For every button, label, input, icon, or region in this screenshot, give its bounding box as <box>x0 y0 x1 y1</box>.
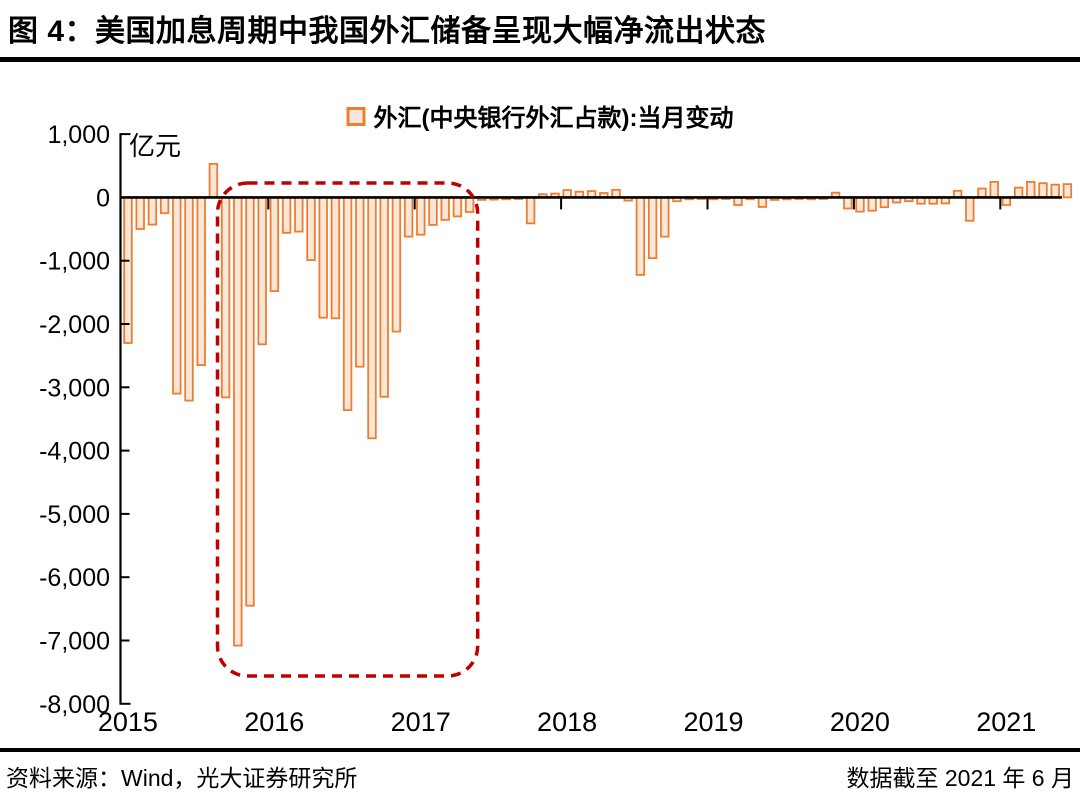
bar-2016-07 <box>342 196 353 411</box>
bar-2015-12 <box>257 196 267 346</box>
figure-title: 图 4：美国加息周期中我国外汇储备呈现大幅净流出状态 <box>8 15 767 48</box>
y-axis-unit-label: 亿元 <box>129 131 182 161</box>
bar-2021-05 <box>1050 183 1060 199</box>
x-year-label: 2020 <box>830 707 890 737</box>
source-note: 资料来源：Wind，光大证券研究所 <box>6 765 358 791</box>
bar-2021-06 <box>1062 183 1073 199</box>
bar-2015-03 <box>147 196 158 226</box>
bar-2018-07 <box>635 196 646 276</box>
bar-2016-03 <box>294 196 304 233</box>
bar-2016-12 <box>403 196 414 238</box>
bar-2020-01 <box>855 196 865 213</box>
y-tick-label: -1,000 <box>39 248 110 276</box>
bar-2017-01 <box>416 196 426 236</box>
bar-2016-06 <box>330 196 341 320</box>
y-tick-label: 0 <box>96 184 110 212</box>
x-year-label: 2018 <box>537 707 597 737</box>
bar-2015-02 <box>135 196 145 230</box>
y-tick-label: -5,000 <box>39 501 110 529</box>
chart-legend: 外汇(中央银行外汇占款):当月变动 <box>346 98 734 133</box>
bar-2015-10 <box>233 196 243 647</box>
bar-2015-05 <box>172 196 182 395</box>
bar-2016-11 <box>391 196 402 333</box>
bar-2020-10 <box>965 196 975 222</box>
y-tick-label: -3,000 <box>39 374 110 402</box>
y-tick-label: -2,000 <box>39 311 110 339</box>
x-year-label: 2015 <box>98 707 158 737</box>
bar-2021-02 <box>1013 186 1024 199</box>
y-tick-label: -6,000 <box>39 564 110 592</box>
bar-2020-03 <box>879 196 890 209</box>
bar-2017-10 <box>525 196 536 225</box>
bar-2021-04 <box>1038 182 1048 199</box>
legend-swatch-icon <box>346 107 366 126</box>
y-tick-label: 1,000 <box>47 121 110 149</box>
bar-2018-09 <box>660 196 670 238</box>
bar-2017-02 <box>428 196 438 226</box>
bar-2015-01 <box>123 196 133 344</box>
bar-2020-12 <box>989 180 999 199</box>
x-year-label: 2016 <box>244 707 304 737</box>
bar-2016-08 <box>355 196 365 368</box>
bar-2015-09 <box>220 196 231 399</box>
bar-2015-08 <box>208 162 219 199</box>
legend-label: 外汇(中央银行外汇占款):当月变动 <box>373 105 734 132</box>
bar-2016-05 <box>318 196 328 319</box>
y-tick-label: -8,000 <box>39 691 110 719</box>
y-tick-label: -4,000 <box>39 438 110 466</box>
title-divider <box>0 57 1080 62</box>
bar-2015-06 <box>184 196 194 402</box>
bar-2016-04 <box>306 196 316 261</box>
bar-2020-11 <box>977 187 987 199</box>
bar-2015-07 <box>196 196 206 366</box>
x-year-label: 2021 <box>976 707 1036 737</box>
bar-2016-01 <box>269 196 280 292</box>
bar-2019-12 <box>843 196 853 210</box>
bar-2015-04 <box>159 196 170 215</box>
x-year-label: 2019 <box>683 707 743 737</box>
data-cutoff-note: 数据截至 2021 年 6 月 <box>846 765 1074 791</box>
footer-divider <box>0 748 1080 752</box>
y-tick-label: -7,000 <box>39 628 110 656</box>
bar-2016-02 <box>281 196 292 234</box>
bar-2015-11 <box>245 196 255 607</box>
bar-2017-04 <box>452 196 463 218</box>
bar-2017-03 <box>440 196 450 221</box>
bar-2016-10 <box>379 196 389 398</box>
bar-2017-05 <box>464 196 475 213</box>
bar-2016-09 <box>367 196 377 440</box>
bar-2021-03 <box>1026 180 1036 199</box>
bar-2019-05 <box>757 196 768 208</box>
x-year-label: 2017 <box>391 707 451 737</box>
bar-2018-08 <box>647 196 658 260</box>
bar-2020-02 <box>867 196 877 212</box>
highlight-dashed-box <box>215 181 480 678</box>
